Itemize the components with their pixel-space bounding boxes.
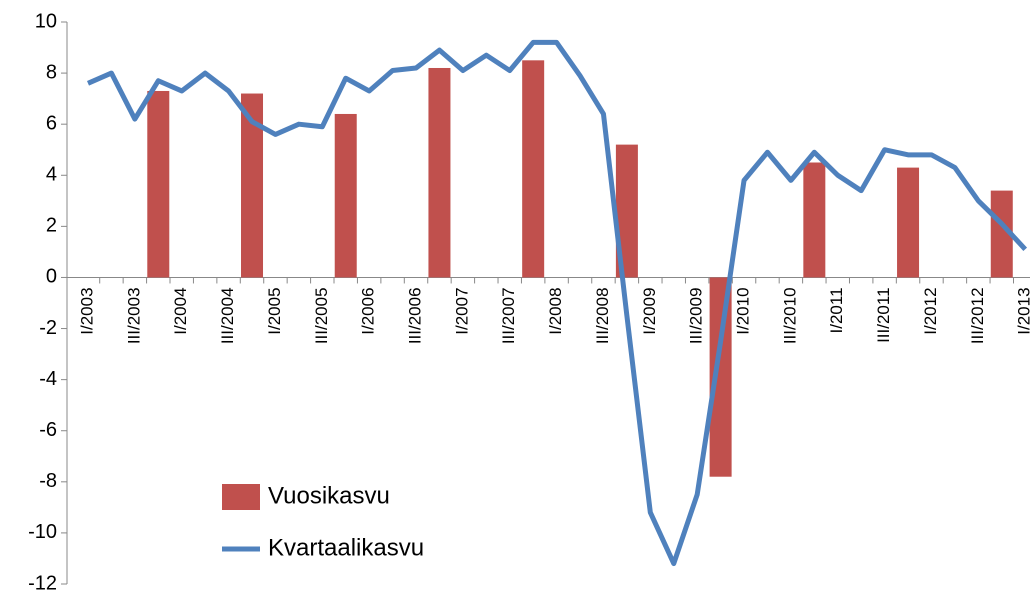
y-tick-label: 8 xyxy=(46,61,57,83)
y-tick-label: 10 xyxy=(35,10,57,32)
x-tick-label: III/2012 xyxy=(968,287,987,344)
y-tick-label: -12 xyxy=(28,572,57,594)
x-tick-label: I/2011 xyxy=(827,287,846,333)
y-tick-label: 6 xyxy=(46,112,57,134)
x-tick-label: I/2004 xyxy=(171,287,190,334)
x-tick-label: I/2012 xyxy=(921,287,940,334)
x-tick-label: I/2009 xyxy=(640,287,659,334)
bar xyxy=(241,93,264,278)
legend-label: Vuosikasvu xyxy=(268,482,390,509)
y-tick-label: 4 xyxy=(46,164,57,186)
x-tick-label: III/2004 xyxy=(218,287,237,344)
y-tick-label: -4 xyxy=(39,368,57,390)
x-tick-label: III/2010 xyxy=(780,287,799,344)
x-tick-label: I/2005 xyxy=(265,287,284,334)
y-tick-label: 0 xyxy=(46,266,57,288)
bar xyxy=(990,190,1013,278)
x-tick-label: III/2011 xyxy=(874,287,893,342)
x-tick-label: I/2010 xyxy=(734,287,753,334)
bar xyxy=(334,113,357,278)
legend-swatch xyxy=(222,484,260,510)
bar xyxy=(147,90,170,278)
y-tick-label: -2 xyxy=(39,317,57,339)
y-tick-label: 2 xyxy=(46,215,57,237)
x-tick-label: III/2008 xyxy=(593,287,612,344)
x-tick-label: I/2007 xyxy=(452,287,471,334)
x-tick-label: III/2009 xyxy=(687,287,706,344)
x-tick-label: I/2006 xyxy=(359,287,378,334)
y-tick-label: -8 xyxy=(39,470,57,492)
bar xyxy=(803,162,826,278)
bar xyxy=(522,60,545,278)
line-series xyxy=(87,39,1028,567)
x-tick-label: III/2005 xyxy=(312,287,331,344)
bar xyxy=(897,167,920,278)
bar xyxy=(615,144,638,278)
x-tick-label: III/2003 xyxy=(124,287,143,344)
x-tick-label: I/2003 xyxy=(77,287,96,334)
x-tick-label: I/2013 xyxy=(1015,287,1034,334)
y-tick-label: -6 xyxy=(39,419,57,441)
x-tick-label: III/2006 xyxy=(406,287,425,344)
x-tick-label: III/2007 xyxy=(499,287,518,344)
bar xyxy=(709,277,732,477)
y-tick-label: -10 xyxy=(28,521,57,543)
bar xyxy=(428,67,451,278)
x-tick-label: I/2008 xyxy=(546,287,565,334)
legend-label: Kvartaalikasvu xyxy=(268,534,424,561)
